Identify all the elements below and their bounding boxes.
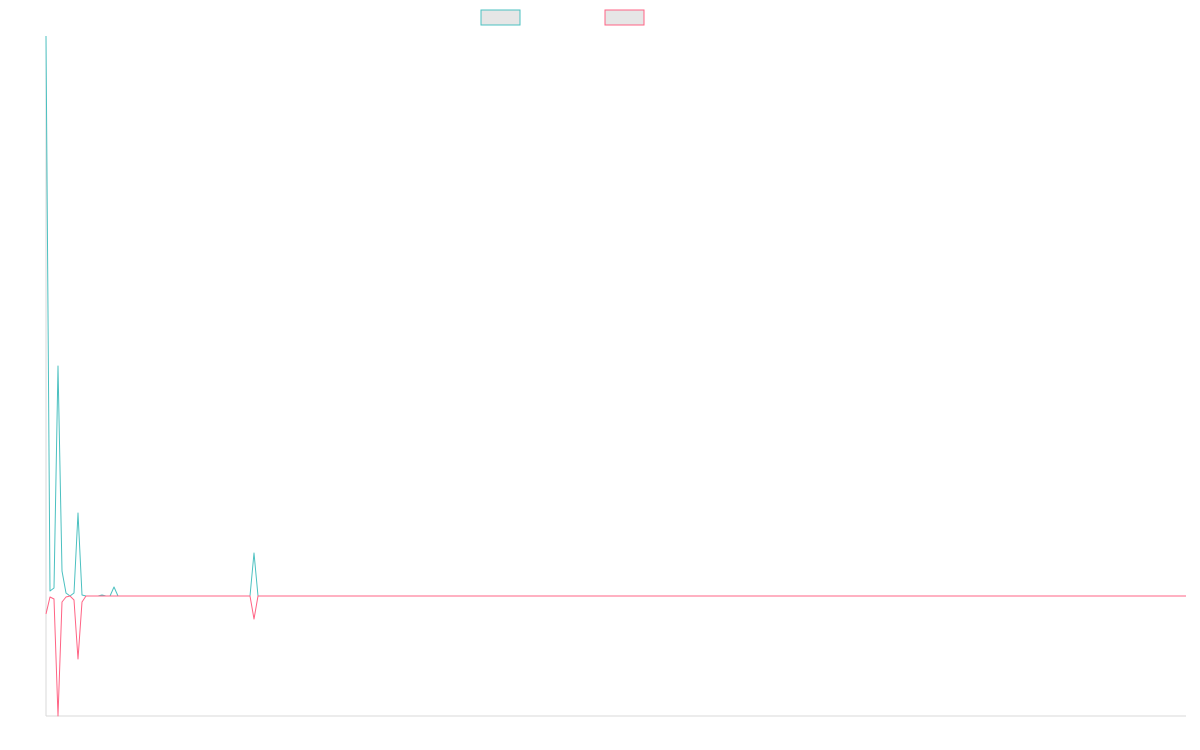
chart-legend	[480, 9, 645, 26]
chart-axes	[45, 36, 1186, 717]
series-line-2	[45, 595, 1186, 717]
legend-swatch-1[interactable]	[480, 9, 521, 26]
legend-swatch-2[interactable]	[604, 9, 645, 26]
series-line-1	[45, 35, 1186, 597]
chart-series-layer	[45, 35, 1186, 717]
